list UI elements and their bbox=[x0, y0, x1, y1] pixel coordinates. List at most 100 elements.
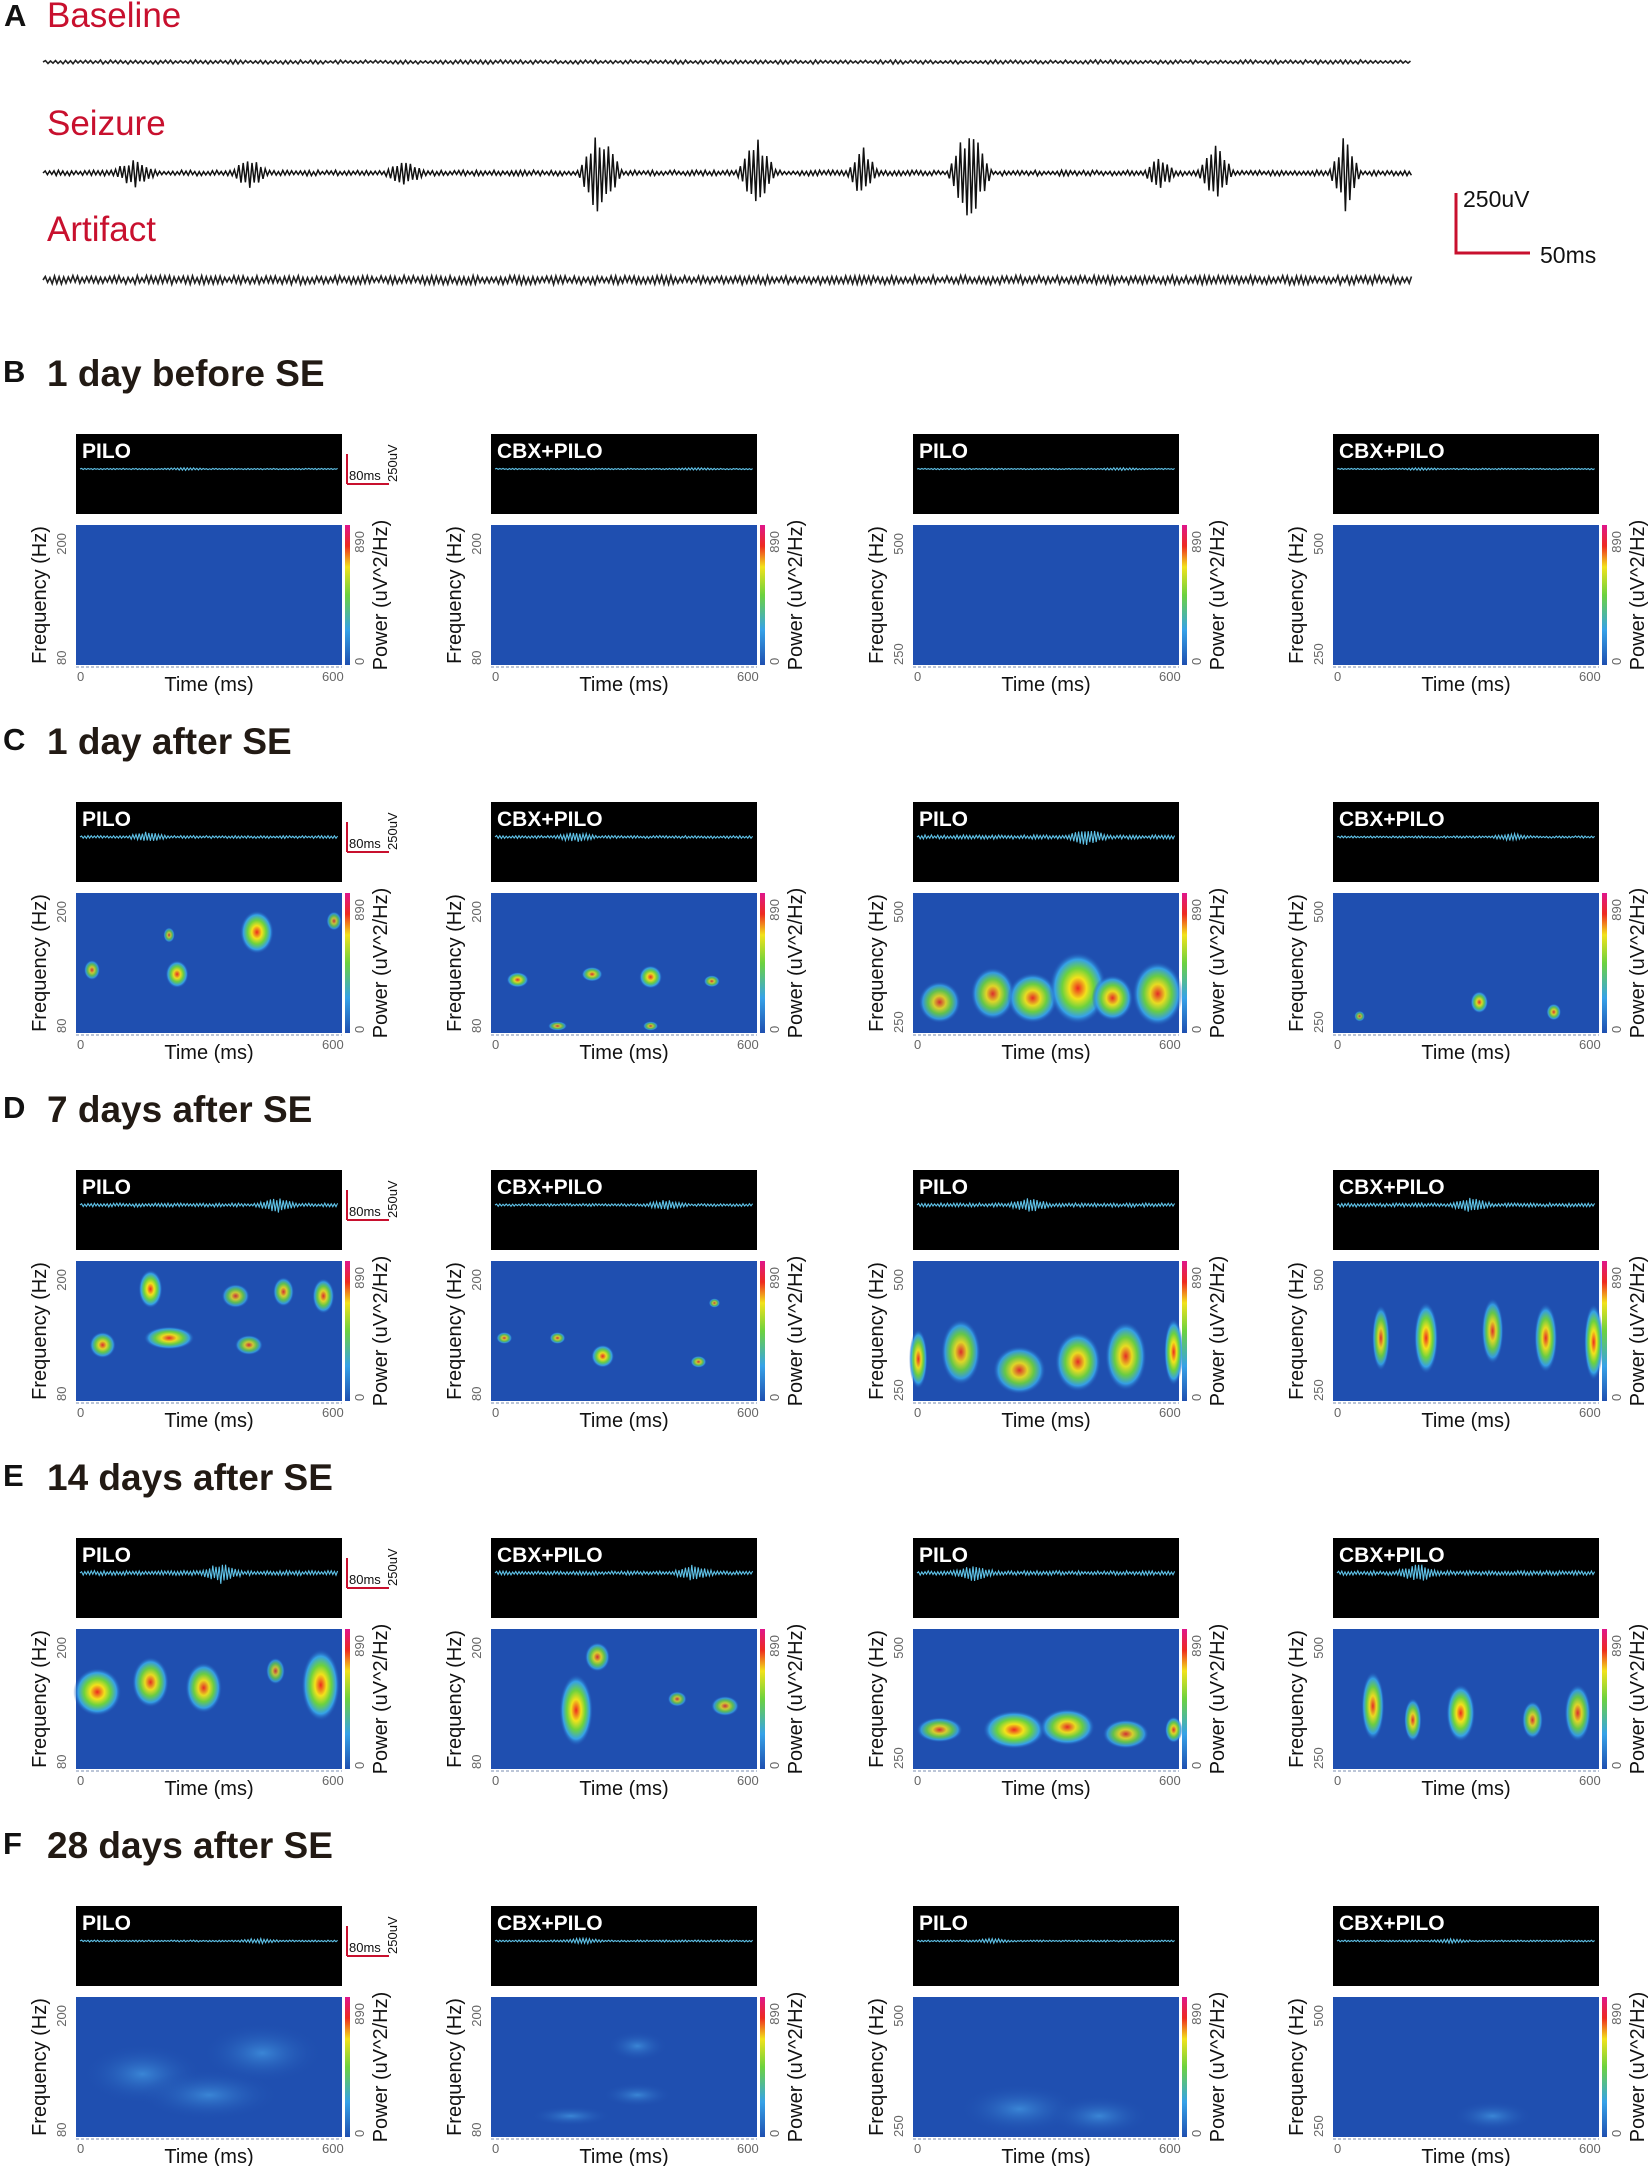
colorbar bbox=[345, 1261, 350, 1401]
x-axis-label: Time (ms) bbox=[1421, 1410, 1510, 1432]
x-axis-label: Time (ms) bbox=[164, 1778, 253, 1800]
y-axis-label: Frequency (Hz) bbox=[29, 894, 51, 1032]
x-tick-min: 0 bbox=[77, 1773, 84, 1788]
trace-box bbox=[76, 434, 342, 514]
power-blob bbox=[1164, 1318, 1184, 1386]
power-blob bbox=[1039, 1708, 1095, 1746]
colorbar bbox=[345, 893, 350, 1033]
condition-label: PILO bbox=[82, 1176, 131, 1199]
y-axis-label: Frequency (Hz) bbox=[444, 894, 466, 1032]
x-tick-max: 600 bbox=[322, 1405, 344, 1420]
power-blob bbox=[1091, 975, 1134, 1021]
x-axis-label: Time (ms) bbox=[164, 1410, 253, 1432]
power-blob bbox=[1446, 1684, 1476, 1742]
colorbar bbox=[1182, 1997, 1187, 2137]
seizure-label: Seizure bbox=[47, 104, 166, 143]
colorbar-max: 890 bbox=[1189, 2003, 1204, 2025]
power-blob bbox=[708, 1298, 721, 1308]
condition-label: PILO bbox=[919, 1912, 968, 1935]
colorbar-label: Power (uV^2/Hz) bbox=[785, 520, 807, 671]
colorbar bbox=[760, 1629, 765, 1769]
trace-box bbox=[491, 802, 757, 882]
x-axis-label: Time (ms) bbox=[579, 1042, 668, 1064]
lfp-trace bbox=[1336, 1197, 1596, 1212]
colorbar bbox=[760, 1261, 765, 1401]
power-blob bbox=[711, 1696, 740, 1716]
y-tick-min: 80 bbox=[469, 1019, 484, 1033]
power-blob bbox=[221, 1284, 250, 1308]
panel-letter-f: F bbox=[3, 1826, 22, 1861]
y-axis-label: Frequency (Hz) bbox=[29, 1630, 51, 1768]
lfp-trace bbox=[916, 830, 1176, 845]
x-axis-label: Time (ms) bbox=[1421, 674, 1510, 696]
y-axis-label: Frequency (Hz) bbox=[866, 894, 888, 1032]
artifact-label: Artifact bbox=[47, 210, 156, 249]
lfp-trace bbox=[494, 1199, 754, 1210]
y-axis-label: Frequency (Hz) bbox=[444, 1262, 466, 1400]
panel-title-d: 7 days after SE bbox=[47, 1089, 312, 1130]
trace-scale-time: 80ms bbox=[349, 1204, 381, 1219]
power-blob bbox=[326, 911, 342, 931]
panel-title-b: 1 day before SE bbox=[47, 353, 325, 394]
power-blob bbox=[909, 1329, 928, 1389]
condition-label: CBX+PILO bbox=[1339, 1176, 1445, 1199]
power-blob bbox=[970, 967, 1015, 1021]
colorbar bbox=[760, 525, 765, 665]
colorbar-min: 0 bbox=[352, 1394, 367, 1401]
power-blob bbox=[639, 965, 663, 989]
lfp-trace bbox=[494, 1936, 753, 1946]
colorbar-label: Power (uV^2/Hz) bbox=[370, 520, 392, 671]
trace-box bbox=[76, 1906, 342, 1986]
colorbar bbox=[760, 1997, 765, 2137]
trace-scale-time: 80ms bbox=[349, 1572, 381, 1587]
spectrogram bbox=[491, 893, 757, 1033]
colorbar bbox=[1602, 893, 1607, 1033]
condition-label: PILO bbox=[919, 1176, 968, 1199]
x-axis-label: Time (ms) bbox=[164, 2146, 253, 2166]
y-tick-max: 500 bbox=[891, 1269, 906, 1291]
power-blob bbox=[548, 1021, 567, 1031]
power-blob bbox=[165, 960, 189, 988]
power-blob bbox=[690, 1355, 707, 1368]
y-axis-label: Frequency (Hz) bbox=[444, 1630, 466, 1768]
power-blob bbox=[1102, 1719, 1149, 1749]
x-axis-label: Time (ms) bbox=[579, 1410, 668, 1432]
y-tick-min: 80 bbox=[54, 1387, 69, 1401]
power-blob bbox=[1054, 1331, 1101, 1392]
y-tick-min: 250 bbox=[891, 643, 906, 665]
colorbar bbox=[1602, 1629, 1607, 1769]
lfp-trace bbox=[494, 831, 754, 843]
y-tick-min: 80 bbox=[54, 651, 69, 665]
power-blob bbox=[584, 1642, 611, 1672]
x-axis-label: Time (ms) bbox=[1001, 1042, 1090, 1064]
x-axis-label: Time (ms) bbox=[1421, 1042, 1510, 1064]
trace-scale-bar bbox=[346, 454, 389, 485]
x-axis-label: Time (ms) bbox=[164, 1042, 253, 1064]
power-blob bbox=[1534, 1303, 1558, 1373]
y-tick-max: 500 bbox=[891, 1637, 906, 1659]
y-axis-label: Frequency (Hz) bbox=[444, 526, 466, 664]
colorbar-max: 890 bbox=[1609, 899, 1624, 921]
y-axis-label: Frequency (Hz) bbox=[1286, 1262, 1308, 1400]
trace-box bbox=[1333, 802, 1599, 882]
x-tick-max: 600 bbox=[322, 2141, 344, 2156]
trace-scale-bar bbox=[346, 1926, 389, 1957]
y-axis-label: Frequency (Hz) bbox=[29, 1262, 51, 1400]
y-tick-min: 250 bbox=[1311, 1379, 1326, 1401]
x-axis-label: Time (ms) bbox=[579, 1778, 668, 1800]
x-axis-label: Time (ms) bbox=[1001, 1410, 1090, 1432]
power-blob bbox=[143, 1326, 195, 1350]
condition-label: CBX+PILO bbox=[1339, 440, 1445, 463]
colorbar-max: 890 bbox=[767, 1267, 782, 1289]
y-tick-min: 250 bbox=[891, 2115, 906, 2137]
colorbar-max: 890 bbox=[1189, 1267, 1204, 1289]
power-blob bbox=[1164, 1716, 1183, 1744]
x-axis-label: Time (ms) bbox=[164, 674, 253, 696]
y-axis-label: Frequency (Hz) bbox=[444, 1998, 466, 2136]
x-axis-label: Time (ms) bbox=[579, 674, 668, 696]
